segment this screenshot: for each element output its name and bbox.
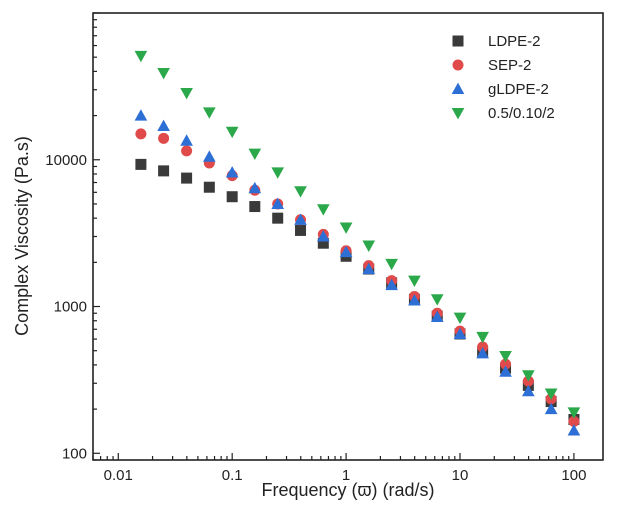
data-point [476, 346, 489, 359]
data-point [544, 402, 558, 415]
y-tick-label: 1000 [54, 299, 87, 316]
data-point [499, 350, 512, 363]
data-point [362, 240, 376, 252]
data-point [567, 407, 581, 419]
x-tick-label: 100 [561, 467, 586, 484]
data-point [339, 222, 353, 234]
x-tick-label: 10 [452, 467, 469, 484]
data-point [180, 87, 193, 100]
data-point [316, 204, 330, 216]
data-point [316, 230, 330, 242]
data-point [544, 388, 558, 400]
series-1 [135, 128, 580, 427]
data-point [158, 165, 170, 177]
data-point [158, 132, 170, 144]
data-point [430, 310, 444, 322]
x-tick-label: 1 [342, 467, 350, 484]
x-axis-title: Frequency (ϖ) (rad/s) [261, 480, 434, 500]
legend-label: LDPE-2 [488, 33, 541, 50]
data-point [453, 312, 467, 324]
data-point [408, 294, 421, 306]
data-point [248, 181, 262, 194]
data-point [339, 245, 353, 258]
data-point [181, 145, 193, 157]
data-point [272, 212, 284, 224]
data-point [499, 365, 512, 377]
data-point [134, 109, 148, 121]
data-point [295, 224, 307, 236]
data-point [203, 150, 216, 162]
data-point [568, 415, 580, 427]
legend-marker [452, 35, 464, 47]
series-0 [135, 158, 580, 425]
legend: LDPE-2 SEP-2 gLDPE-2 0.5/0.10/2 [451, 33, 555, 122]
series-3 [134, 50, 581, 419]
y-axis-ticks: 100 1000 10000 [45, 12, 100, 462]
data-point [522, 384, 535, 397]
legend-marker [452, 59, 464, 71]
data-point [135, 158, 147, 170]
data-point [385, 278, 398, 291]
data-point [134, 50, 148, 63]
data-point [135, 128, 147, 140]
data-point [385, 258, 398, 271]
x-tick-label: 0.01 [104, 467, 133, 484]
data-point [317, 237, 329, 249]
y-tick-label: 100 [62, 445, 87, 462]
data-point [203, 107, 216, 119]
x-tick-label: 0.1 [222, 467, 243, 484]
data-point [225, 126, 239, 139]
data-point [225, 166, 239, 178]
legend-marker [451, 107, 465, 120]
data-point [430, 294, 444, 306]
data-point [294, 213, 307, 225]
data-point [453, 327, 467, 340]
data-point [248, 148, 262, 161]
data-point [181, 172, 193, 184]
legend-marker [451, 82, 465, 95]
data-point [249, 201, 261, 213]
data-point [157, 119, 170, 132]
y-axis-title: Complex Viscosity (Pa.s) [12, 136, 32, 336]
data-point [522, 370, 535, 382]
data-point [362, 262, 376, 275]
data-point [294, 186, 307, 198]
data-point [271, 197, 285, 210]
data-point [567, 424, 581, 436]
data-point [203, 181, 215, 193]
series-2 [134, 109, 581, 436]
legend-label: gLDPE-2 [488, 81, 549, 98]
data-point [157, 67, 170, 80]
data-point [226, 191, 238, 203]
y-tick-label: 10000 [45, 152, 87, 169]
x-axis-ticks: 0.01 0.1 1 10 100 [92, 453, 586, 484]
data-point [500, 358, 512, 370]
data-points [134, 50, 581, 436]
data-point [408, 275, 421, 288]
data-point [180, 134, 193, 146]
legend-label: SEP-2 [488, 57, 531, 74]
data-point [476, 331, 489, 344]
data-point [271, 167, 285, 179]
legend-label: 0.5/0.10/2 [488, 105, 555, 122]
